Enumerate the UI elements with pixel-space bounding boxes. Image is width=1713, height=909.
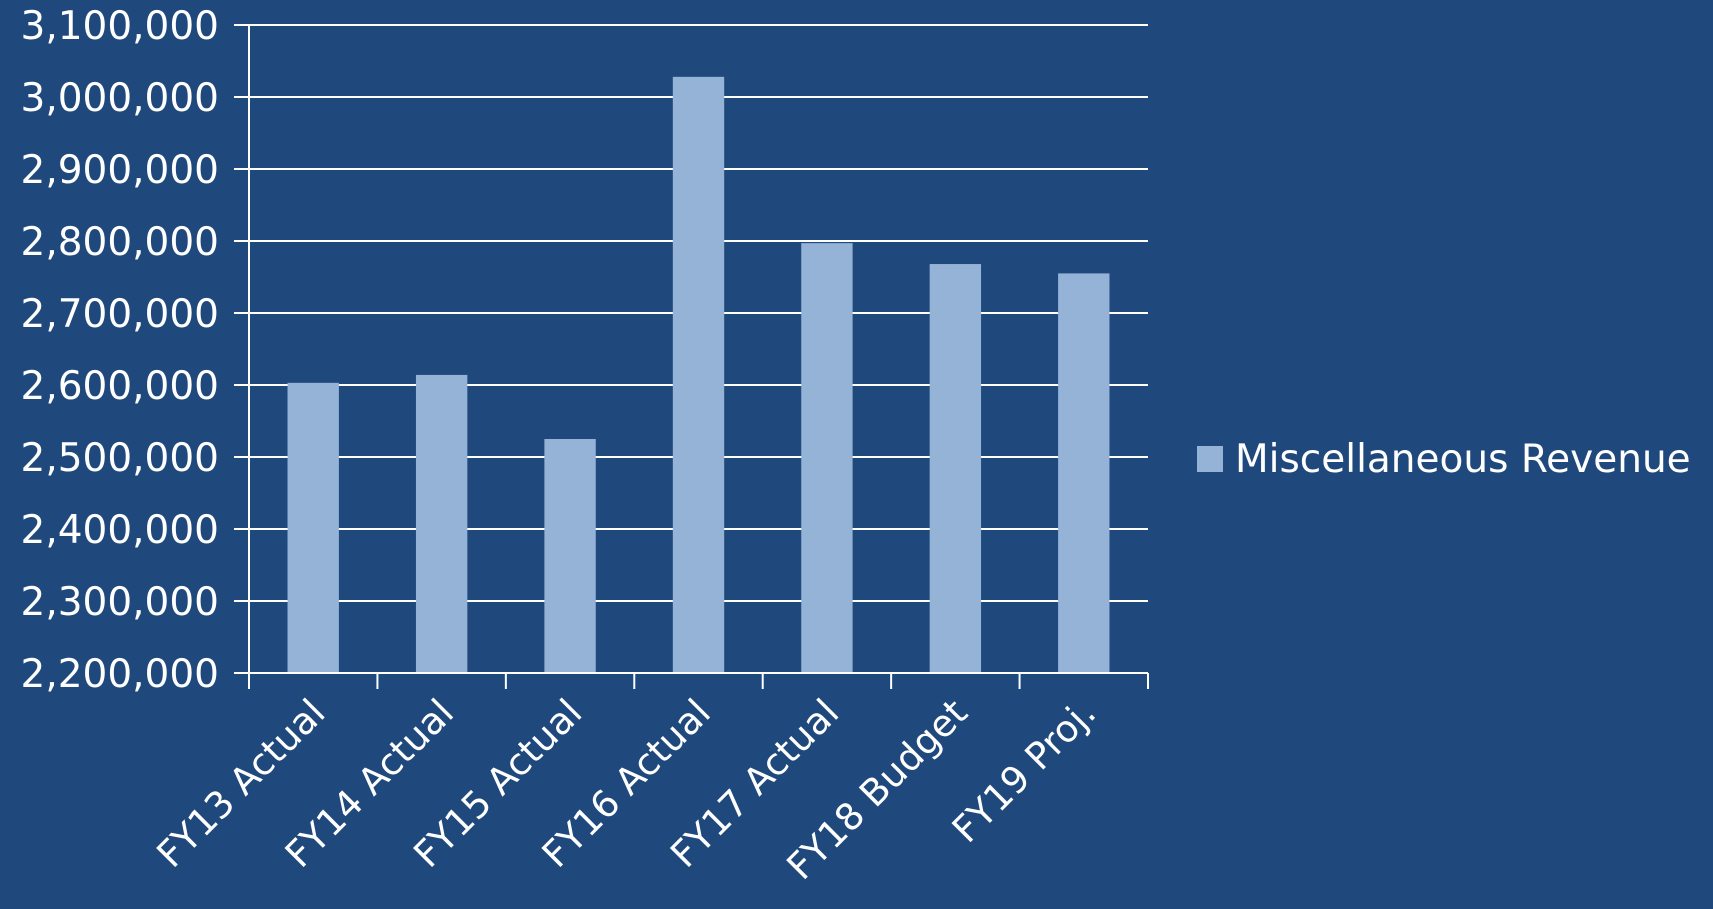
bar-fy18-budget bbox=[929, 264, 982, 673]
y-tick-label: 2,900,000 bbox=[21, 148, 220, 193]
y-tick-label: 2,200,000 bbox=[21, 652, 220, 697]
legend-label: Miscellaneous Revenue bbox=[1235, 437, 1691, 482]
y-axis-tick-labels: 2,200,000 2,300,000 2,400,000 2,500,000 2,60… bbox=[21, 4, 220, 697]
y-tick-label: 2,500,000 bbox=[21, 436, 220, 481]
y-tick-label: 2,700,000 bbox=[21, 292, 220, 337]
y-tick-label: 2,600,000 bbox=[21, 364, 220, 409]
legend-swatch bbox=[1197, 446, 1223, 472]
y-tick-label: 2,800,000 bbox=[21, 220, 220, 265]
legend: Miscellaneous Revenue bbox=[1197, 437, 1691, 482]
bar-fy14-actual bbox=[415, 374, 468, 673]
bar-fy13-actual bbox=[287, 382, 339, 673]
bars bbox=[287, 76, 1110, 674]
bar-fy15-actual bbox=[544, 439, 596, 673]
axes bbox=[234, 25, 1149, 689]
bar-fy19-proj bbox=[1058, 273, 1110, 673]
y-tick-label: 2,300,000 bbox=[21, 580, 220, 625]
bar-fy16-actual bbox=[672, 76, 725, 674]
y-tick-label: 3,100,000 bbox=[21, 4, 220, 49]
bar-fy17-actual bbox=[801, 243, 853, 673]
y-tick-label: 2,400,000 bbox=[21, 508, 220, 553]
y-tick-label: 3,000,000 bbox=[21, 76, 220, 121]
